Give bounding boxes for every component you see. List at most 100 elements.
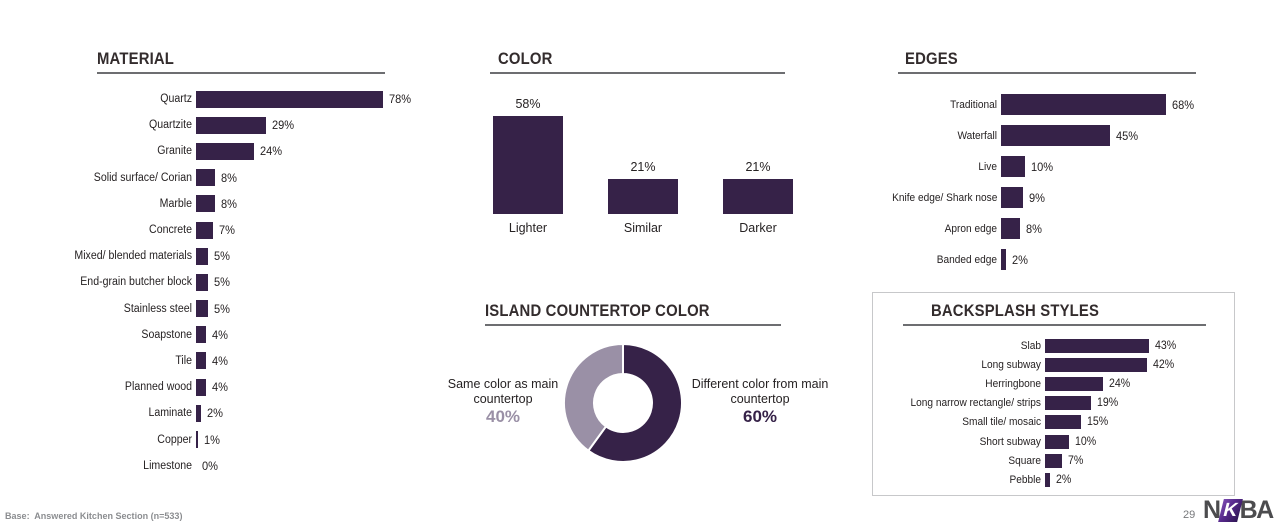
edges-row: Apron edge 8% (883, 213, 1233, 244)
material-value-label: 5% (214, 249, 230, 264)
footer-notes: Base: Answered Kitchen Section (n=533) K… (5, 486, 467, 531)
backsplash-bar-rows: Slab 43% Long subway 42% Herringbone 24% Long … (873, 336, 1234, 490)
edges-bar (1001, 218, 1021, 239)
donut-label-same-color: Same color as main countertop 40% (443, 377, 563, 425)
nkba-logo: N K BA (1203, 496, 1274, 524)
color-column: 21% (608, 160, 678, 214)
backsplash-row: Square 7% (881, 451, 1234, 470)
backsplash-value-label: 10% (1075, 435, 1097, 448)
backsplash-row: Small tile/ mosaic 15% (881, 413, 1234, 432)
material-value-label: 29% (271, 118, 294, 133)
edges-category-label: Apron edge (944, 222, 997, 235)
color-category-label: Darker (739, 221, 777, 235)
edges-title-underline (898, 72, 1196, 74)
edges-bar (1001, 94, 1166, 115)
material-category-label: Tile (175, 354, 192, 367)
color-column: 21% (723, 160, 793, 214)
backsplash-value-label: 19% (1096, 397, 1119, 410)
donut-chart (553, 333, 693, 473)
material-bar (196, 116, 266, 134)
material-bar (196, 247, 208, 265)
backsplash-title-underline (903, 324, 1206, 326)
donut-segment-dark (586, 342, 683, 463)
material-value-label: 4% (211, 327, 228, 342)
material-row: Laminate 2% (62, 400, 412, 426)
backsplash-value-label: 43% (1155, 339, 1177, 352)
material-category-label: Solid surface/ Corian (93, 171, 192, 184)
page-number: 29 (1183, 509, 1196, 521)
material-value-label: 7% (218, 223, 235, 238)
material-bar (196, 300, 208, 318)
donut-segment-light (563, 342, 624, 453)
material-category-label: End-grain butcher block (80, 276, 192, 289)
material-category-label: Granite (157, 145, 192, 158)
island-countertop-color-chart: ISLAND COUNTERTOP COLOR Same color as ma… (440, 302, 830, 482)
backsplash-row: Long subway 42% (881, 355, 1234, 374)
backsplash-category-label: Small tile/ mosaic (962, 416, 1041, 429)
color-value-label: 21% (745, 159, 771, 174)
material-bar (196, 90, 384, 108)
backsplash-bar (1045, 453, 1062, 468)
backsplash-bar (1045, 376, 1104, 391)
edges-value-label: 10% (1031, 159, 1054, 174)
material-category-label: Planned wood (124, 381, 192, 394)
color-category-label: Lighter (508, 221, 548, 235)
backsplash-row: Short subway 10% (881, 432, 1234, 451)
edges-value-label: 45% (1115, 128, 1138, 143)
edges-category-label: Traditional (950, 98, 997, 111)
island-chart-title: ISLAND COUNTERTOP COLOR (485, 302, 710, 320)
edges-row: Banded edge 2% (883, 244, 1233, 275)
backsplash-chart-title: BACKSPLASH STYLES (931, 302, 1100, 320)
material-category-label: Mixed/ blended materials (74, 250, 192, 263)
color-bar (723, 178, 793, 214)
material-row: Concrete 7% (62, 217, 412, 243)
material-category-label: Quartzite (149, 119, 192, 132)
material-category-label: Stainless steel (123, 302, 192, 315)
material-row: Mixed/ blended materials 5% (62, 243, 412, 269)
material-category-label: Concrete (149, 224, 192, 237)
material-bar (196, 195, 216, 213)
material-bar (196, 221, 213, 239)
material-row: Quartzite 29% (62, 112, 412, 138)
material-value-label: 0% (202, 458, 218, 473)
backsplash-bar (1045, 415, 1082, 430)
material-bar-rows: Quartz 78% Quartzite 29% Granite 24% Solid sur… (62, 86, 412, 479)
edges-chart-title: EDGES (905, 50, 958, 68)
material-value-label: 5% (214, 301, 230, 316)
material-category-label: Limestone (143, 459, 192, 472)
footer-base-line: Base: Answered Kitchen Section (n=533) (5, 510, 183, 522)
edges-bar (1001, 249, 1006, 270)
edges-bar-rows: Traditional 68% Waterfall 45% Live 10% Knife e… (883, 89, 1233, 275)
edges-category-label: Banded edge (936, 253, 997, 266)
backsplash-row: Pebble 2% (881, 470, 1234, 489)
color-column: 58% (493, 97, 563, 214)
color-bar-labels: Lighter Similar Darker (490, 221, 800, 235)
color-value-label: 58% (515, 96, 541, 111)
color-bar-columns: 58% 21% 21% (490, 92, 800, 214)
material-chart-title: MATERIAL (97, 50, 175, 68)
donut-label-same-color-text: Same color as main countertop (447, 377, 559, 406)
material-value-label: 24% (259, 144, 282, 159)
donut-label-different-color: Different color from main countertop 60% (690, 377, 830, 426)
edges-value-label: 68% (1171, 97, 1194, 112)
backsplash-category-label: Short subway (979, 435, 1041, 448)
material-bar (196, 326, 206, 344)
edges-row: Waterfall 45% (883, 120, 1233, 151)
backsplash-value-label: 42% (1152, 358, 1174, 371)
material-category-label: Soapstone (141, 328, 192, 341)
backsplash-bar (1045, 338, 1150, 353)
backsplash-category-label: Slab (1020, 339, 1041, 352)
color-chart-title: COLOR (498, 50, 553, 68)
backsplash-row: Slab 43% (881, 336, 1234, 355)
material-value-label: 8% (221, 170, 238, 185)
material-row: Marble 8% (62, 191, 412, 217)
edges-bar (1001, 125, 1110, 146)
material-row: Soapstone 4% (62, 322, 412, 348)
donut-value-different-color: 60% (742, 407, 778, 426)
nkba-logo-letter-n: N (1203, 496, 1221, 524)
backsplash-value-label: 7% (1067, 454, 1084, 467)
backsplash-bar (1045, 357, 1147, 372)
material-category-label: Copper (157, 433, 192, 446)
backsplash-category-label: Herringbone (985, 377, 1041, 390)
island-title-underline (485, 324, 781, 326)
